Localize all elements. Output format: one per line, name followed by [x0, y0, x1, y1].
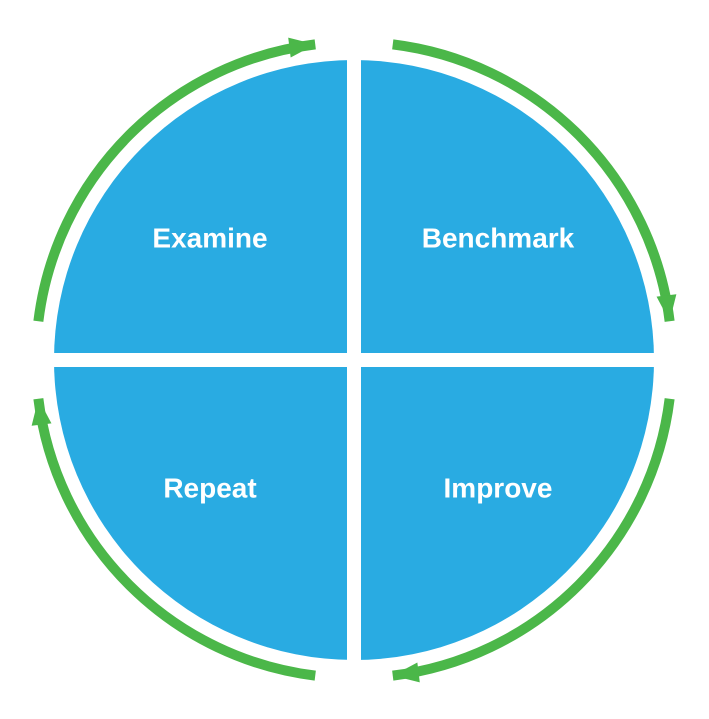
quadrant-label-improve: Improve: [444, 472, 553, 503]
quadrant-label-benchmark: Benchmark: [422, 222, 575, 253]
quadrant-label-examine: Examine: [152, 222, 267, 253]
quadrant-label-repeat: Repeat: [163, 472, 256, 503]
cycle-diagram: Examine Benchmark Improve Repeat: [0, 0, 709, 719]
